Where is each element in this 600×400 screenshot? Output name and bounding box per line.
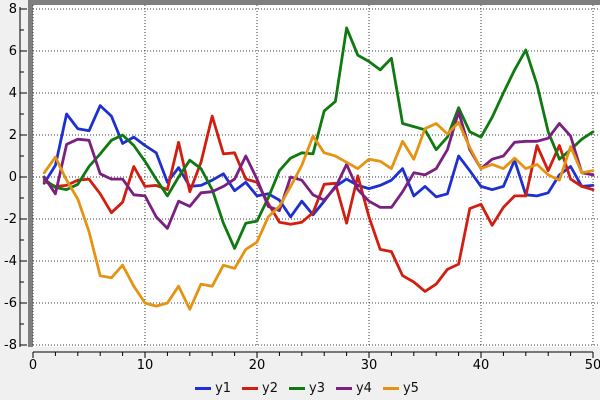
legend-item-y3: y3 bbox=[289, 382, 325, 395]
legend-item-y5: y5 bbox=[382, 380, 419, 396]
chart-legend: y1 y2 y3 y4 y5 bbox=[14, 379, 600, 397]
plot-area bbox=[33, 5, 600, 347]
legend-label: y1 bbox=[215, 380, 232, 396]
x-axis-tick-label: 20 bbox=[249, 358, 266, 373]
y-axis-tick-label: -6 bbox=[4, 296, 17, 311]
x-axis-tick-label: 10 bbox=[137, 358, 154, 373]
y-axis-tick-label: 2 bbox=[9, 128, 17, 143]
legend-label: y4 bbox=[355, 380, 372, 396]
series-y1-line bbox=[42, 104, 595, 219]
x-axis-tick-label: 0 bbox=[29, 358, 37, 373]
y-axis-tick-label: -4 bbox=[4, 254, 17, 269]
x-axis-tick-label: 40 bbox=[473, 358, 490, 373]
series-y5-line bbox=[42, 121, 595, 311]
legend-item-y1: y1 bbox=[195, 382, 231, 395]
series-y3-line bbox=[42, 26, 595, 250]
y-axis-tick-label: 6 bbox=[9, 44, 17, 59]
series-y4-line bbox=[42, 110, 595, 230]
y-axis-tick-label: 4 bbox=[9, 86, 17, 101]
y-axis-tick-label: -8 bbox=[4, 338, 17, 353]
legend-swatch-y3 bbox=[289, 386, 306, 390]
plot-frame-top bbox=[28, 0, 600, 5]
legend-label: y3 bbox=[309, 380, 325, 396]
y-axis-tick-label: -2 bbox=[4, 212, 17, 227]
legend-swatch-y2 bbox=[242, 386, 259, 390]
x-axis-tick-label: 50 bbox=[585, 358, 600, 373]
legend-item-y4: y4 bbox=[335, 380, 372, 396]
plot-frame-left bbox=[28, 0, 33, 347]
y-axis-tick-label: 8 bbox=[9, 2, 17, 17]
legend-label: y2 bbox=[262, 380, 279, 396]
legend-swatch-y1 bbox=[195, 386, 212, 390]
legend-swatch-y4 bbox=[335, 386, 352, 390]
x-axis-tick-label: 30 bbox=[361, 358, 378, 373]
legend-label: y5 bbox=[402, 380, 419, 396]
y-axis-tick-label: 0 bbox=[9, 170, 17, 185]
legend-swatch-y5 bbox=[382, 386, 399, 390]
legend-item-y2: y2 bbox=[242, 382, 278, 395]
